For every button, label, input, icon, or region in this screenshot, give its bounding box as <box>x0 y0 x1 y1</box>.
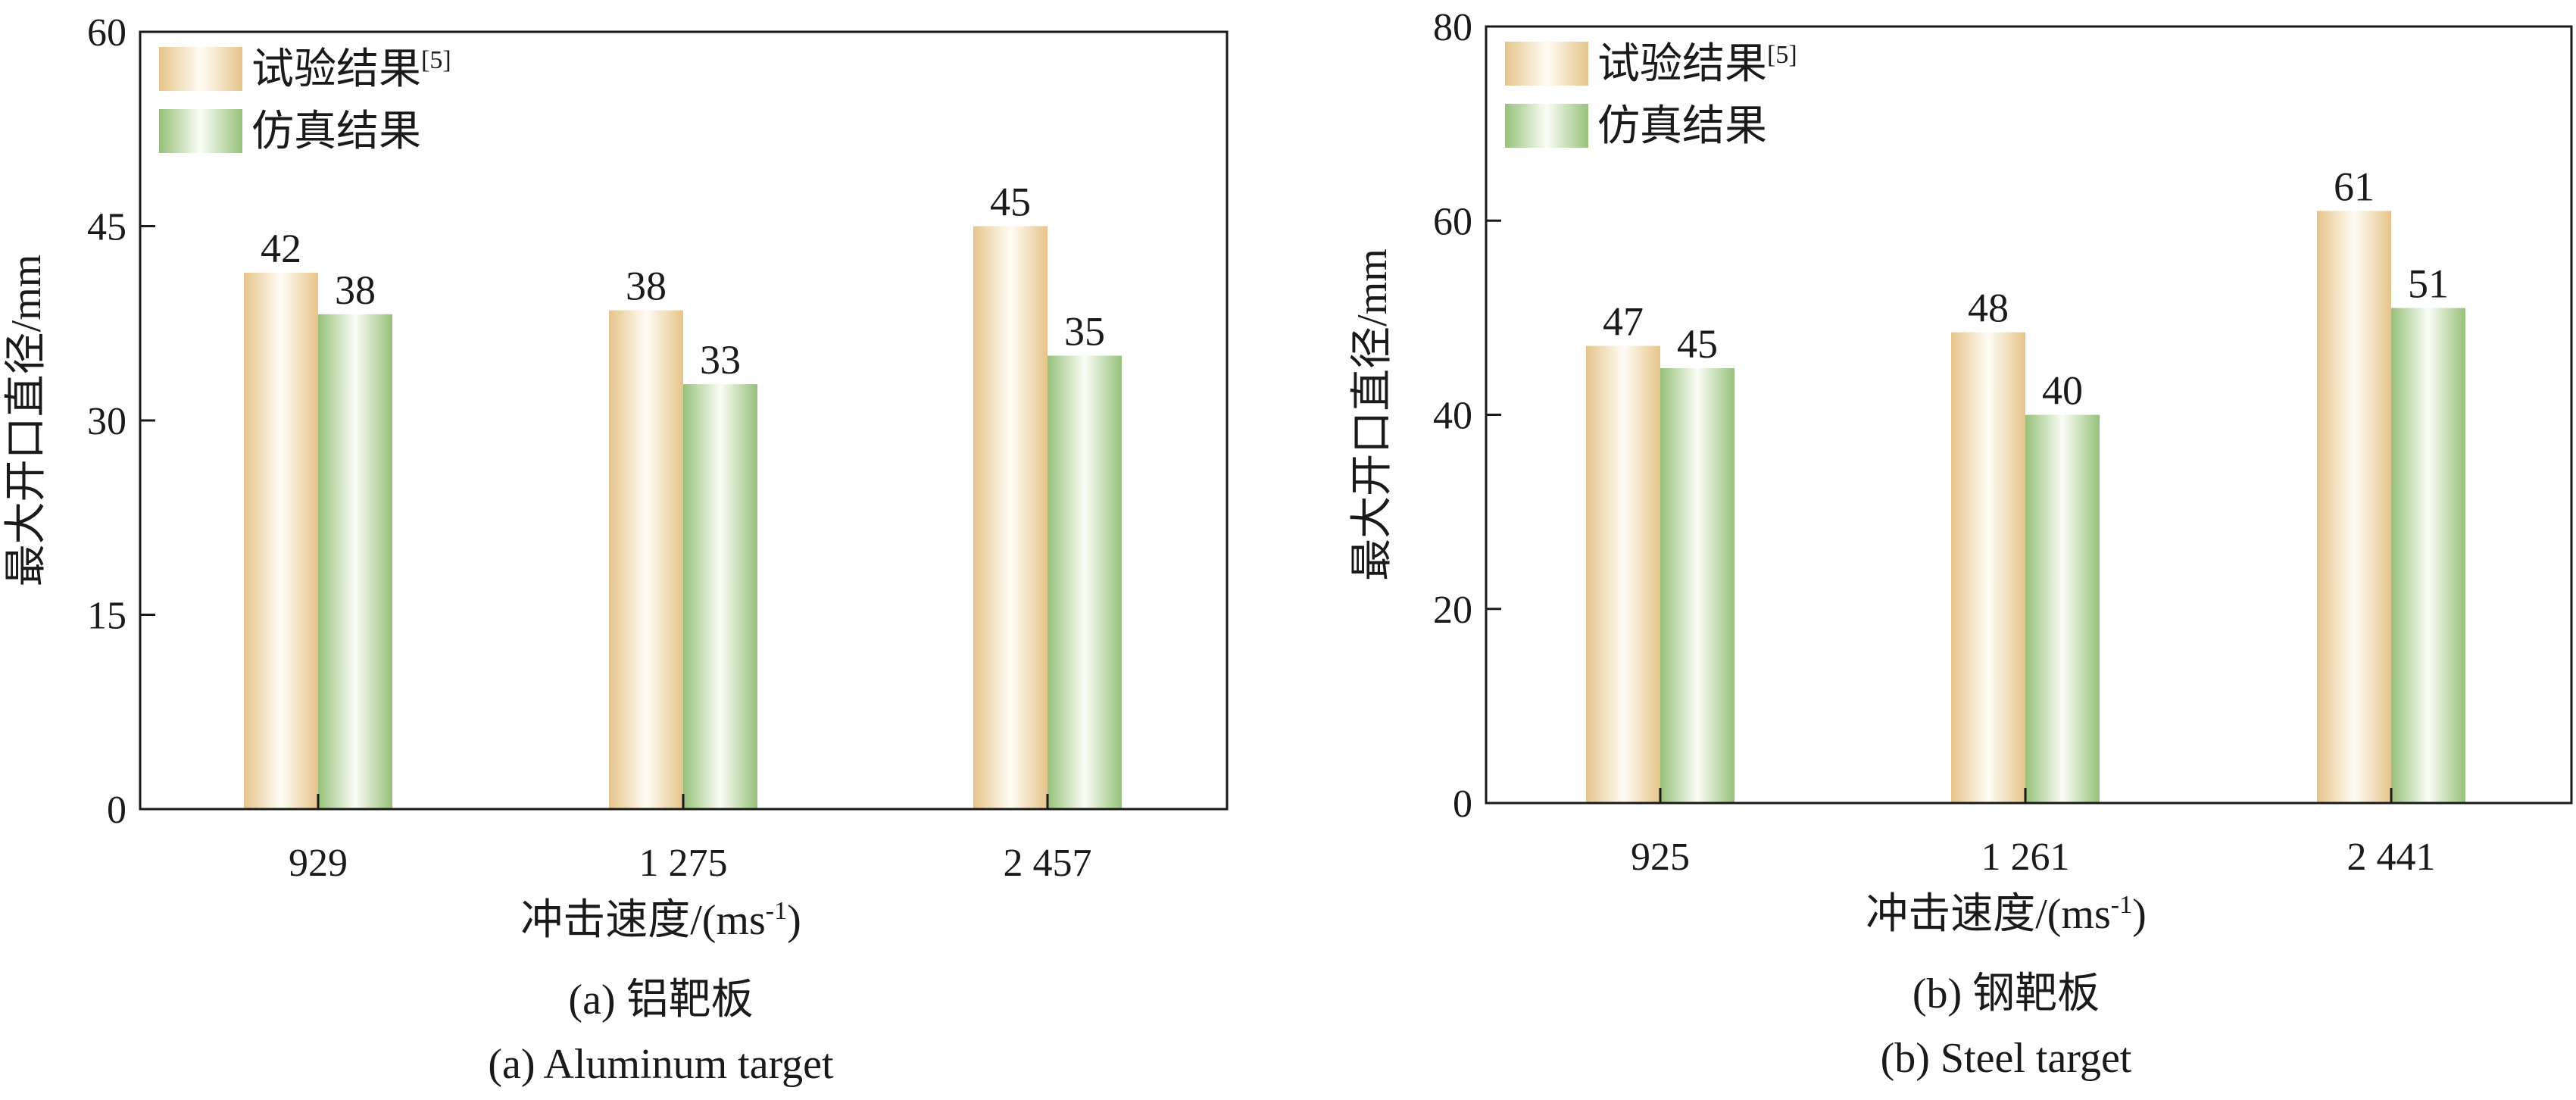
x-axis-ticks: 929 1 275 2 457 <box>289 794 1092 885</box>
data-label: 40 <box>2042 368 2083 414</box>
bar-experiment <box>1586 345 1660 803</box>
bar-experiment <box>2317 211 2391 803</box>
x-tick-label: 1 275 <box>639 842 728 885</box>
legend-swatch-simulation <box>1505 104 1588 148</box>
x-axis-title: 冲击速度/(ms-1) <box>1866 891 2147 938</box>
bar-simulation <box>1660 368 1735 803</box>
x-axis-ticks: 925 1 261 2 441 <box>1631 788 2436 879</box>
data-label: 35 <box>1064 309 1105 355</box>
data-label: 61 <box>2334 164 2375 209</box>
bar-experiment <box>1951 332 2025 803</box>
data-label: 47 <box>1603 299 1644 345</box>
x-tick-label: 929 <box>289 842 348 885</box>
bar-experiment <box>609 310 683 809</box>
y-tick-label: 0 <box>107 789 126 832</box>
legend-label-experiment: 试验结果[5] <box>1597 41 1797 88</box>
y-axis-title: 最大开口直径/mm <box>3 255 50 587</box>
bar-experiment <box>973 226 1048 809</box>
legend-swatch-simulation <box>159 109 242 153</box>
y-tick-label: 40 <box>1433 395 1472 438</box>
y-axis-ticks: 0 15 30 45 60 <box>87 11 155 832</box>
legend: 试验结果[5] 仿真结果 <box>159 46 451 155</box>
bar-simulation <box>1048 355 1122 809</box>
y-tick-label: 60 <box>1433 200 1472 243</box>
bar-simulation <box>2391 308 2465 803</box>
x-tick-label: 2 441 <box>2347 836 2436 879</box>
bar-simulation <box>683 384 757 809</box>
data-label: 48 <box>1968 286 2009 331</box>
bar-group: 47 45 48 40 61 51 <box>1586 164 2465 803</box>
chart-panel-aluminum: 42 38 38 33 45 35 0 15 30 45 60 929 1 275 2 457 试验结… <box>3 11 1229 1088</box>
caption-chinese: (a) 铝靶板 <box>568 977 753 1023</box>
legend-label-simulation: 仿真结果 <box>1597 103 1767 150</box>
data-label: 51 <box>2408 261 2449 307</box>
bar-group: 42 38 38 33 45 35 <box>244 180 1122 809</box>
y-tick-label: 30 <box>87 400 126 443</box>
y-axis-title: 最大开口直径/mm <box>1349 248 1396 581</box>
data-label: 33 <box>700 337 741 383</box>
bar-experiment <box>244 273 318 809</box>
caption-chinese: (b) 钢靶板 <box>1912 970 2100 1017</box>
data-label: 42 <box>261 226 301 271</box>
y-tick-label: 0 <box>1453 783 1472 826</box>
legend: 试验结果[5] 仿真结果 <box>1505 41 1797 150</box>
data-label: 45 <box>990 180 1031 225</box>
y-tick-label: 80 <box>1433 6 1472 49</box>
legend-swatch-experiment <box>159 47 242 91</box>
data-label: 45 <box>1677 321 1718 367</box>
data-label: 38 <box>626 264 667 309</box>
y-tick-label: 60 <box>87 11 126 55</box>
bar-simulation <box>318 314 392 809</box>
x-axis-title: 冲击速度/(ms-1) <box>520 897 801 944</box>
legend-label-simulation: 仿真结果 <box>251 108 421 155</box>
bar-simulation <box>2025 414 2100 803</box>
x-tick-label: 925 <box>1631 836 1690 879</box>
legend-swatch-experiment <box>1505 42 1588 86</box>
x-tick-label: 2 457 <box>1004 842 1092 885</box>
y-tick-label: 45 <box>87 206 126 249</box>
caption-english: (a) Aluminum target <box>488 1041 834 1088</box>
caption-english: (b) Steel target <box>1881 1035 2132 1082</box>
y-tick-label: 15 <box>87 595 126 638</box>
y-tick-label: 20 <box>1433 589 1472 632</box>
x-tick-label: 1 261 <box>1981 836 2070 879</box>
chart-panel-steel: 47 45 48 40 61 51 0 20 40 60 80 925 1 261 2 441 试验结… <box>1349 6 2573 1082</box>
data-label: 38 <box>335 267 376 313</box>
y-axis-ticks: 0 20 40 60 80 <box>1433 6 1501 826</box>
legend-label-experiment: 试验结果[5] <box>251 46 451 93</box>
